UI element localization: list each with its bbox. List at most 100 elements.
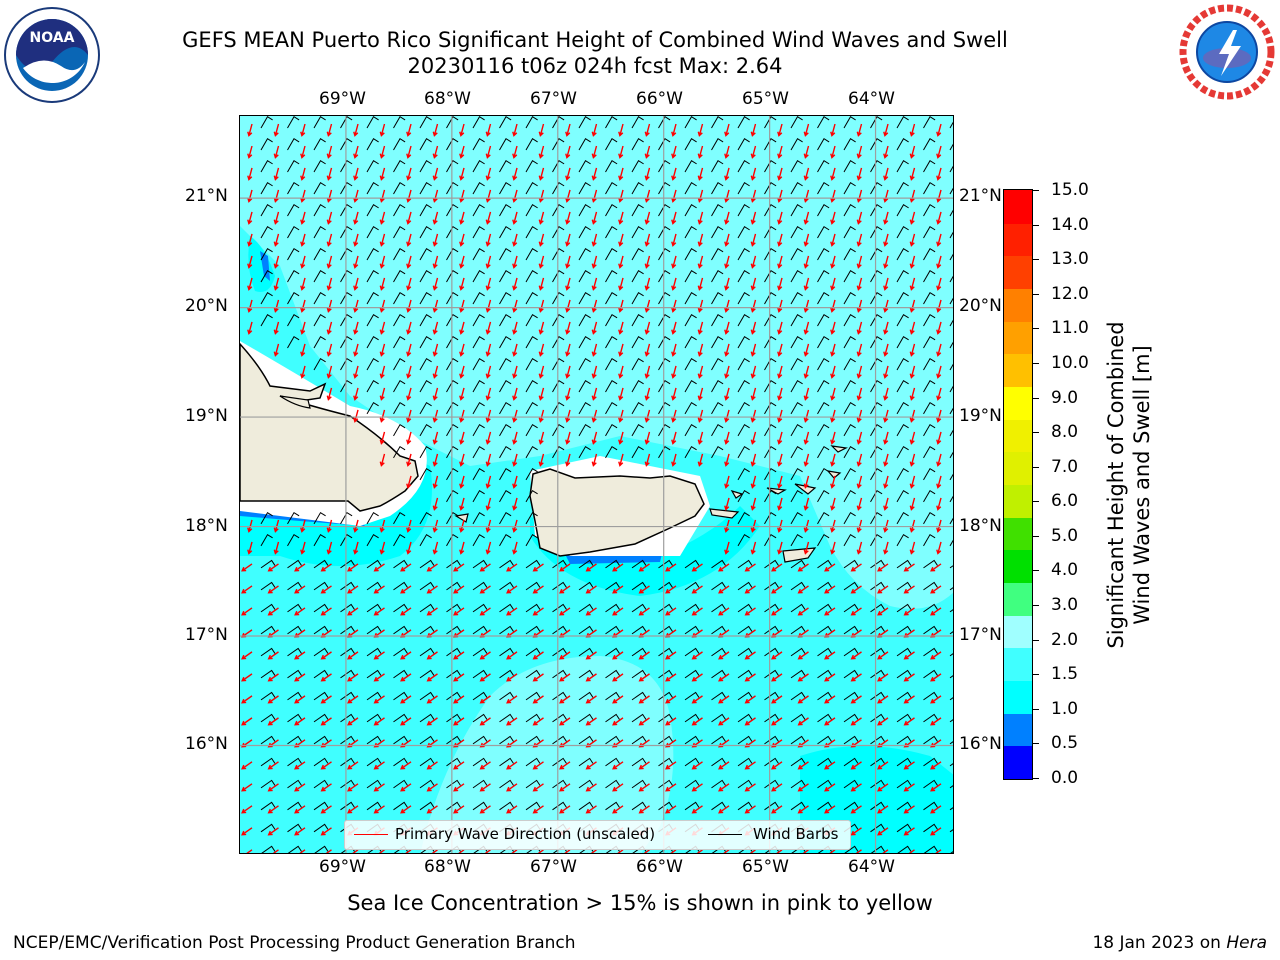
wave-direction-arrow xyxy=(803,365,810,379)
wind-barb xyxy=(764,625,779,635)
wave-direction-arrow xyxy=(353,365,359,379)
wave-direction-arrow xyxy=(697,233,704,247)
wind-barb xyxy=(525,314,538,327)
wave-direction-arrow xyxy=(718,761,730,770)
colorbar-tick-label: 2.0 xyxy=(1051,629,1079,650)
wave-direction-arrow xyxy=(644,365,651,379)
wind-barb xyxy=(260,204,273,217)
wind-barb xyxy=(446,379,459,393)
wind-barb xyxy=(764,691,779,701)
wave-direction-arrow xyxy=(930,695,942,704)
wave-direction-arrow xyxy=(432,211,439,225)
wind-barb xyxy=(923,138,936,151)
wind-barb xyxy=(525,357,538,371)
wind-barb xyxy=(658,204,671,217)
wind-barb xyxy=(340,713,355,723)
wind-barb xyxy=(790,691,806,701)
wind-barb xyxy=(446,335,459,349)
wind-barb xyxy=(923,270,936,283)
wind-barb xyxy=(499,603,514,613)
wind-barb xyxy=(737,270,750,283)
field-1.0-1.5-prsouth xyxy=(530,506,760,596)
wave-direction-arrow xyxy=(426,673,438,682)
wave-direction-arrow xyxy=(746,849,756,853)
lon-label-bottom: 64°W xyxy=(848,857,895,877)
wave-direction-arrow xyxy=(512,167,518,181)
wave-direction-arrow xyxy=(538,299,545,313)
wave-direction-arrow xyxy=(459,497,465,511)
wave-direction-arrow xyxy=(300,123,306,137)
wind-barb xyxy=(287,845,302,853)
wave-direction-arrow xyxy=(538,211,545,225)
wave-direction-arrow xyxy=(585,563,597,572)
wind-barb xyxy=(711,779,726,789)
wind-barb xyxy=(313,581,329,591)
wave-direction-arrow xyxy=(373,783,385,792)
wave-direction-arrow xyxy=(744,783,756,792)
wind-barb xyxy=(737,292,750,305)
wave-direction-arrow xyxy=(667,849,677,853)
wave-direction-arrow xyxy=(273,233,280,247)
wave-direction-arrow xyxy=(750,475,757,489)
wind-barb xyxy=(446,713,461,723)
wave-direction-arrow xyxy=(379,277,386,291)
map-title-line2: 20230116 t06z 024h fcst Max: 2.64 xyxy=(407,54,783,78)
wind-barb xyxy=(737,581,753,591)
wave-direction-arrow xyxy=(353,167,359,181)
wave-direction-arrow xyxy=(512,541,518,555)
wind-barb xyxy=(525,379,538,393)
wave-direction-arrow xyxy=(803,233,810,247)
colorbar-tick xyxy=(1033,674,1039,676)
wave-direction-arrow xyxy=(724,475,730,489)
wind-barb xyxy=(817,801,832,811)
wave-direction-arrow xyxy=(426,805,438,814)
wind-barb xyxy=(525,625,541,635)
wind-barb xyxy=(790,226,803,239)
wave-direction-arrow xyxy=(379,453,386,467)
wave-direction-arrow xyxy=(459,453,465,467)
wind-barb xyxy=(711,160,724,173)
wave-direction-arrow xyxy=(877,607,889,616)
wind-barb xyxy=(313,603,329,613)
wind-barb xyxy=(737,757,753,767)
wind-barb xyxy=(578,204,591,217)
wind-barb xyxy=(790,335,803,349)
wave-direction-arrow xyxy=(320,651,332,660)
colorbar-band xyxy=(1004,615,1032,649)
colorbar-tick xyxy=(1033,328,1039,330)
wave-direction-arrow xyxy=(803,431,810,445)
wave-direction-arrow xyxy=(400,563,412,572)
wave-direction-arrow xyxy=(432,299,439,313)
wind-barb xyxy=(313,335,326,349)
graticule xyxy=(240,116,953,853)
wind-barb xyxy=(658,314,671,327)
wave-direction-arrow xyxy=(771,783,783,792)
wind-barb xyxy=(472,511,485,525)
wave-direction-arrow xyxy=(426,651,438,660)
wave-direction-arrow xyxy=(481,849,491,853)
wind-barb xyxy=(817,669,832,679)
wave-direction-arrow xyxy=(830,453,836,467)
wave-direction-arrow xyxy=(644,453,651,467)
wave-direction-arrow xyxy=(718,673,730,682)
wave-direction-arrow xyxy=(750,343,757,357)
wind-barb xyxy=(260,138,273,151)
wave-direction-arrow xyxy=(379,519,386,533)
wave-direction-arrow xyxy=(644,299,651,313)
land-vieques xyxy=(709,508,740,519)
wind-barb xyxy=(313,779,329,789)
wave-direction-arrow xyxy=(691,607,703,616)
wind-barb xyxy=(923,511,936,525)
wind-barb xyxy=(711,801,726,811)
wave-direction-arrow xyxy=(797,607,809,616)
wave-direction-arrow xyxy=(824,607,836,616)
wind-barb xyxy=(260,713,276,723)
wave-direction-arrow xyxy=(750,387,757,401)
wind-barb xyxy=(817,116,830,129)
wind-barb xyxy=(552,779,567,789)
wind-barb xyxy=(605,713,620,723)
wind-barb xyxy=(817,735,832,745)
wave-direction-arrow xyxy=(406,343,412,357)
wind-barb xyxy=(870,713,885,723)
wind-barb xyxy=(260,779,276,789)
